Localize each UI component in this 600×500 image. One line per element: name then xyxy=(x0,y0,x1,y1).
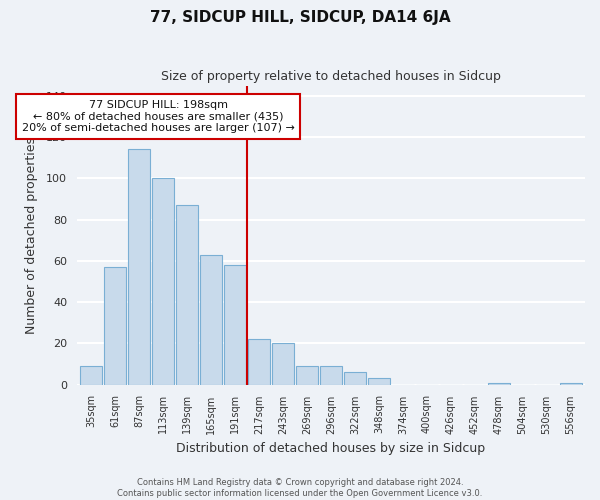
Bar xyxy=(128,150,150,384)
Text: 77 SIDCUP HILL: 198sqm
← 80% of detached houses are smaller (435)
20% of semi-de: 77 SIDCUP HILL: 198sqm ← 80% of detached… xyxy=(22,100,295,133)
Bar xyxy=(248,339,270,384)
Bar xyxy=(104,267,126,384)
Title: Size of property relative to detached houses in Sidcup: Size of property relative to detached ho… xyxy=(161,70,501,83)
Bar xyxy=(296,366,318,384)
Bar xyxy=(320,366,342,384)
Bar xyxy=(488,382,510,384)
X-axis label: Distribution of detached houses by size in Sidcup: Distribution of detached houses by size … xyxy=(176,442,485,455)
Bar xyxy=(272,344,294,384)
Text: 77, SIDCUP HILL, SIDCUP, DA14 6JA: 77, SIDCUP HILL, SIDCUP, DA14 6JA xyxy=(149,10,451,25)
Bar xyxy=(560,382,581,384)
Bar xyxy=(368,378,390,384)
Bar xyxy=(344,372,366,384)
Bar xyxy=(80,366,102,384)
Bar xyxy=(176,205,198,384)
Bar xyxy=(200,254,222,384)
Text: Contains HM Land Registry data © Crown copyright and database right 2024.
Contai: Contains HM Land Registry data © Crown c… xyxy=(118,478,482,498)
Y-axis label: Number of detached properties: Number of detached properties xyxy=(25,136,38,334)
Bar xyxy=(152,178,174,384)
Bar xyxy=(224,265,246,384)
